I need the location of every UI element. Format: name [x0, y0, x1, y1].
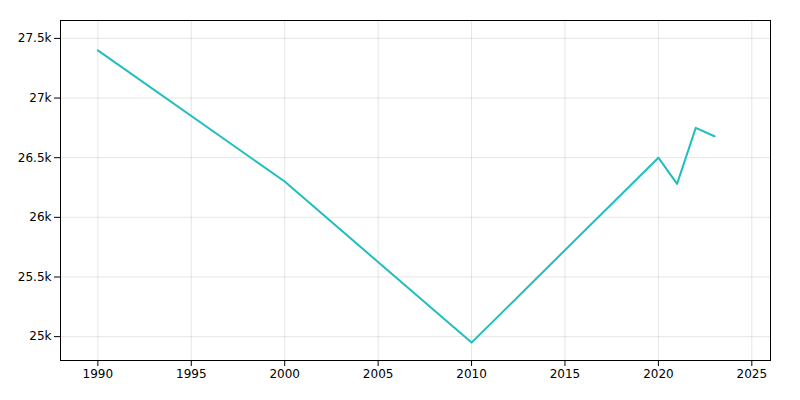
- svg-text:26k: 26k: [29, 210, 51, 224]
- svg-text:2025: 2025: [737, 367, 768, 381]
- svg-text:2005: 2005: [363, 367, 394, 381]
- svg-text:2020: 2020: [643, 367, 674, 381]
- svg-text:2010: 2010: [456, 367, 487, 381]
- svg-text:25.5k: 25.5k: [18, 270, 52, 284]
- svg-text:2000: 2000: [269, 367, 300, 381]
- svg-text:1995: 1995: [176, 367, 207, 381]
- svg-text:2015: 2015: [550, 367, 581, 381]
- svg-text:26.5k: 26.5k: [18, 151, 52, 165]
- svg-text:1990: 1990: [83, 367, 114, 381]
- svg-text:27k: 27k: [29, 91, 51, 105]
- svg-text:25k: 25k: [29, 329, 51, 343]
- svg-text:27.5k: 27.5k: [18, 31, 52, 45]
